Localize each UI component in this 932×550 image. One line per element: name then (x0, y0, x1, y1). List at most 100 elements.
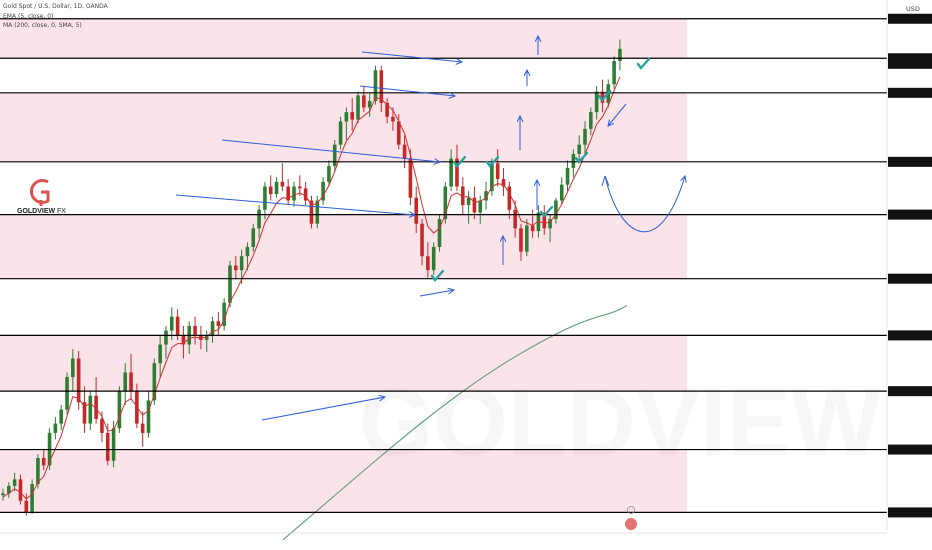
candle-body (583, 128, 587, 145)
candle-body (234, 265, 238, 271)
annotation-arrow (361, 51, 462, 62)
logo-name: GOLDVIEW (17, 208, 56, 215)
candle-body (612, 60, 616, 85)
candle-body (356, 95, 360, 120)
candle-body (94, 395, 98, 419)
candle-body (554, 200, 558, 220)
candle-body (117, 391, 122, 429)
candle-body (268, 186, 273, 194)
zone-band (0, 335, 687, 392)
candle-body (385, 102, 389, 117)
candle-body (30, 484, 34, 512)
annotation-arrow (175, 194, 415, 215)
candle-body (396, 121, 401, 145)
candle-body (222, 302, 226, 326)
candle-body (490, 163, 494, 192)
candle-body (199, 335, 203, 340)
candle-body (123, 372, 128, 392)
candle-body (76, 358, 81, 403)
watermark-text: GOLDVIEW (359, 369, 882, 476)
candle-body (542, 212, 547, 229)
check-mark-icon (597, 89, 612, 102)
candle-body (303, 188, 308, 201)
candle-body (152, 363, 157, 401)
zone-band (0, 18, 687, 59)
candle-body (478, 200, 483, 213)
level-price-tag (888, 209, 932, 220)
check-mark-icon (636, 57, 651, 70)
candle-body (59, 409, 63, 424)
candle-body (286, 186, 290, 201)
candle-body (530, 225, 535, 232)
candle-body (41, 457, 46, 466)
candle-body (577, 144, 581, 154)
candle-body (321, 181, 325, 201)
event-marker-icon (627, 506, 635, 514)
candle-body (18, 479, 23, 501)
candle-body (437, 219, 442, 247)
candle-body (280, 181, 285, 187)
candle-body (146, 400, 151, 433)
candle-body (408, 158, 413, 198)
candle-body (507, 186, 512, 210)
candle-body (169, 316, 174, 331)
candle-body (559, 184, 564, 201)
candle-body (338, 121, 343, 145)
candle-body (332, 144, 337, 167)
annotation-arrow (221, 139, 440, 162)
candle-body (571, 153, 576, 168)
candle-body (344, 112, 349, 122)
candle-body (298, 186, 302, 189)
candle-body (164, 330, 168, 345)
candle-body (216, 321, 221, 326)
candle-body (367, 100, 372, 108)
candle-body (158, 344, 162, 364)
retracement-arrow (608, 103, 627, 126)
candle-body (455, 158, 459, 187)
candle-body (402, 144, 407, 159)
candle-body (513, 209, 517, 229)
level-price-tag (888, 330, 932, 341)
currency-label: USD (906, 5, 920, 13)
swing-curve-start (601, 175, 610, 187)
candle-body (594, 91, 599, 113)
candle-body (82, 402, 87, 424)
candle-body (228, 265, 232, 303)
candle-body (501, 179, 506, 187)
level-price-tag (888, 386, 932, 397)
candle-body (24, 500, 29, 512)
candle-body (309, 200, 314, 224)
level-price-tag (888, 156, 932, 167)
candle-body (263, 186, 267, 210)
candles (1, 39, 622, 516)
candle-body (519, 228, 523, 252)
candle-body (443, 186, 448, 220)
ema-indicator-label: EMA (5, close, 0) (3, 13, 54, 20)
goldview-g-logo-icon (30, 179, 50, 206)
candle-body (391, 116, 395, 122)
candle-body (495, 163, 500, 180)
candle-body (426, 256, 430, 271)
level-price-tag (888, 507, 932, 518)
candle-body (548, 219, 552, 229)
level-price-tag (888, 53, 932, 64)
level-price-tag (888, 273, 932, 284)
check-mark-icon (574, 151, 589, 164)
candle-body (100, 418, 104, 433)
ma-indicator-label: MA (200, close, 0, SMA, 5) (3, 22, 82, 29)
level-price-tag (888, 444, 932, 455)
arrows (175, 36, 685, 530)
candle-body (618, 48, 622, 61)
candle-body (71, 358, 75, 378)
candle-body (7, 485, 11, 494)
candle-body (431, 246, 436, 271)
candle-body (379, 70, 384, 103)
candle-body (36, 457, 40, 485)
candle-body (589, 112, 593, 129)
candle-body (210, 321, 215, 336)
candle-body (274, 181, 279, 194)
check-mark-icon (430, 269, 445, 282)
current-price-tag (888, 58, 932, 69)
